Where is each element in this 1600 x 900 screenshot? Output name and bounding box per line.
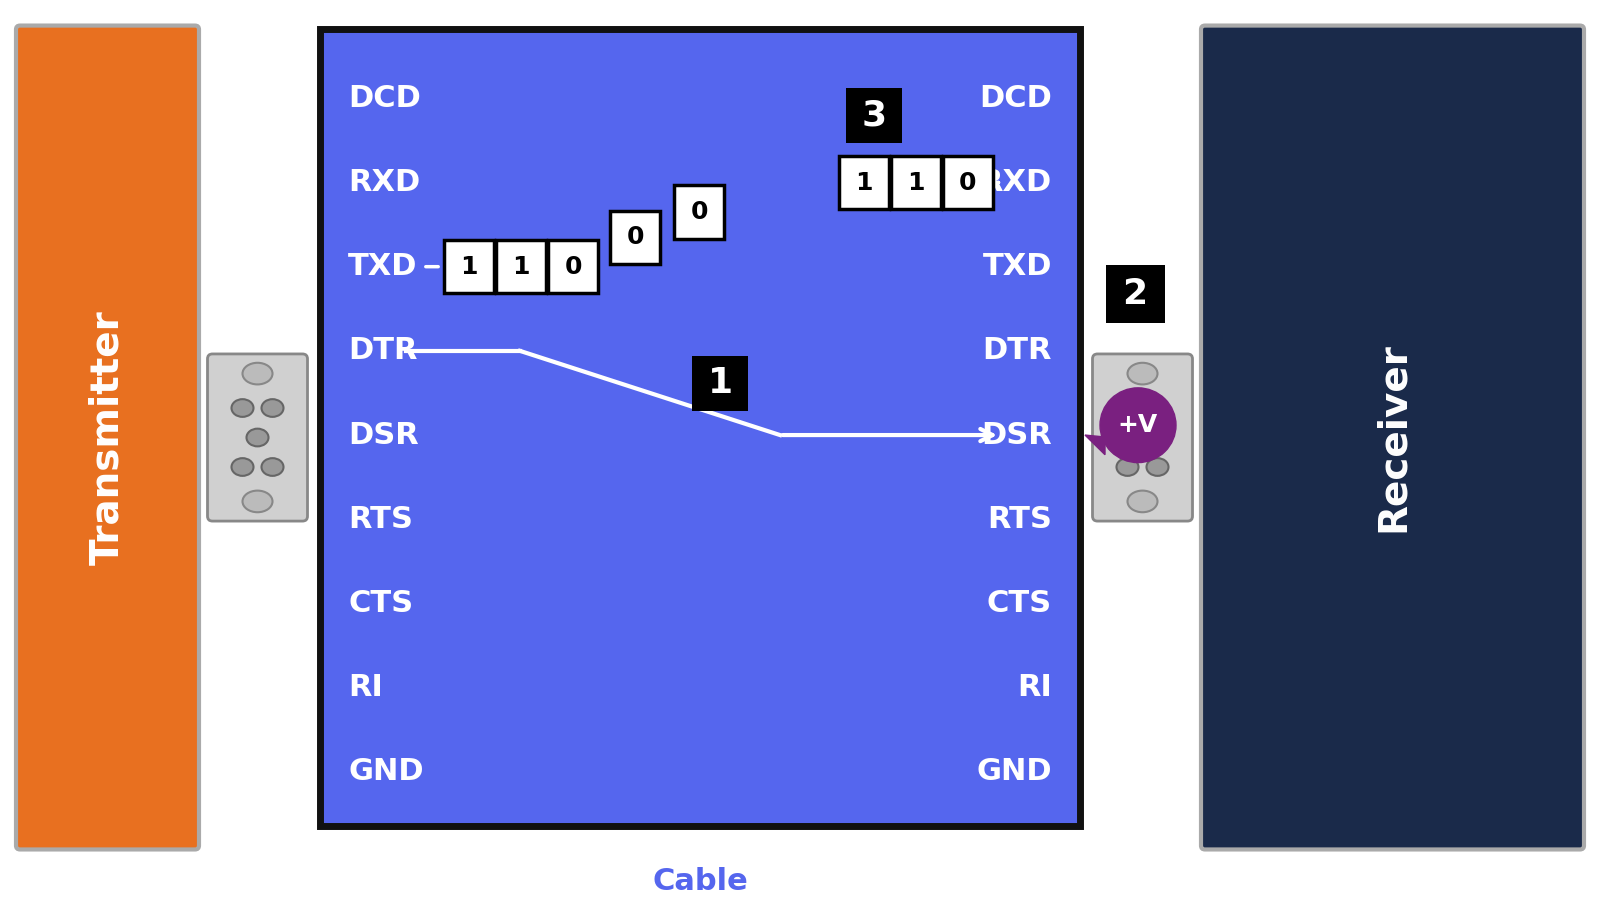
Text: GND: GND — [976, 757, 1053, 787]
Text: GND: GND — [349, 757, 424, 787]
Text: 0: 0 — [690, 200, 707, 224]
Text: 1: 1 — [856, 170, 872, 194]
Text: CTS: CTS — [349, 589, 413, 618]
Ellipse shape — [232, 400, 253, 417]
FancyBboxPatch shape — [610, 211, 661, 264]
Ellipse shape — [1147, 458, 1168, 476]
Text: CTS: CTS — [987, 589, 1053, 618]
Ellipse shape — [246, 428, 269, 446]
Ellipse shape — [243, 491, 272, 512]
Text: 2: 2 — [1123, 277, 1147, 311]
Ellipse shape — [1128, 363, 1157, 384]
Text: RI: RI — [1018, 673, 1053, 702]
Text: Cable: Cable — [653, 868, 747, 896]
FancyBboxPatch shape — [1106, 266, 1165, 323]
Circle shape — [1101, 388, 1176, 463]
Ellipse shape — [1128, 491, 1157, 512]
Text: 1: 1 — [907, 170, 925, 194]
FancyBboxPatch shape — [691, 356, 749, 410]
Text: DTR: DTR — [349, 337, 418, 365]
FancyBboxPatch shape — [1093, 354, 1192, 521]
Text: TXD: TXD — [982, 252, 1053, 281]
Text: Transmitter: Transmitter — [88, 310, 126, 565]
Text: RTS: RTS — [349, 505, 413, 534]
Text: DCD: DCD — [979, 84, 1053, 112]
Text: +V: +V — [1118, 413, 1158, 437]
Text: DTR: DTR — [982, 337, 1053, 365]
Text: RXD: RXD — [349, 168, 421, 197]
Text: DCD: DCD — [349, 84, 421, 112]
Text: 0: 0 — [565, 255, 582, 279]
FancyBboxPatch shape — [942, 156, 994, 209]
Text: 1: 1 — [461, 255, 478, 279]
FancyBboxPatch shape — [445, 240, 494, 293]
FancyBboxPatch shape — [846, 88, 902, 143]
Text: 3: 3 — [861, 99, 886, 132]
Ellipse shape — [261, 458, 283, 476]
Ellipse shape — [261, 400, 283, 417]
FancyBboxPatch shape — [547, 240, 598, 293]
FancyBboxPatch shape — [1202, 25, 1584, 850]
Text: 0: 0 — [960, 170, 976, 194]
Text: 1: 1 — [707, 366, 733, 400]
Text: Receiver: Receiver — [1373, 343, 1411, 533]
FancyBboxPatch shape — [496, 240, 546, 293]
FancyBboxPatch shape — [674, 185, 723, 238]
Ellipse shape — [1117, 458, 1139, 476]
Text: TXD: TXD — [349, 252, 418, 281]
Ellipse shape — [243, 363, 272, 384]
Text: RTS: RTS — [987, 505, 1053, 534]
Ellipse shape — [1147, 400, 1168, 417]
Ellipse shape — [1117, 400, 1139, 417]
FancyBboxPatch shape — [891, 156, 941, 209]
Text: 0: 0 — [626, 225, 643, 249]
Ellipse shape — [232, 458, 253, 476]
FancyBboxPatch shape — [16, 25, 198, 850]
Text: DSR: DSR — [349, 420, 419, 450]
FancyBboxPatch shape — [320, 30, 1080, 826]
Text: 1: 1 — [512, 255, 530, 279]
FancyBboxPatch shape — [838, 156, 890, 209]
Ellipse shape — [1131, 428, 1154, 446]
Polygon shape — [1085, 435, 1106, 454]
Text: RXD: RXD — [979, 168, 1053, 197]
Text: DSR: DSR — [981, 420, 1053, 450]
FancyBboxPatch shape — [208, 354, 307, 521]
Text: RI: RI — [349, 673, 382, 702]
